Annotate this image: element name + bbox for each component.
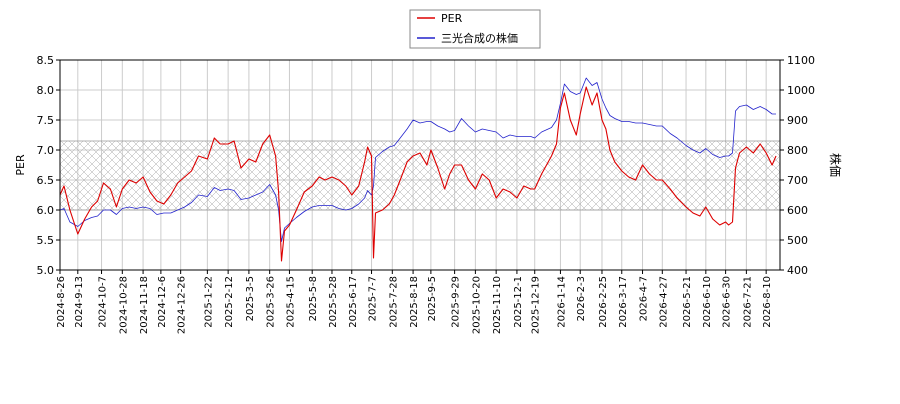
x-tick-label: 2024-10-7 xyxy=(98,276,109,328)
legend-label-per: PER xyxy=(441,12,463,25)
x-tick-label: 2026-5-21 xyxy=(682,276,693,328)
x-tick-label: 2026-4-7 xyxy=(639,276,650,321)
x-tick-label: 2025-5-8 xyxy=(308,276,319,321)
x-tick-label: 2026-2-25 xyxy=(598,276,609,328)
x-tick-label: 2025-9-29 xyxy=(451,276,462,328)
x-tick-label: 2025-2-12 xyxy=(224,276,235,328)
left-tick-label: 7.0 xyxy=(37,144,55,157)
x-tick-label: 2025-3-26 xyxy=(266,276,277,328)
per-series-line xyxy=(60,86,777,262)
x-axis-ticks: 2024-8-26 2024-9-13 2024-10-7 2024-10-28 202… xyxy=(56,270,773,334)
x-tick-label: 2025-9-5 xyxy=(427,276,438,321)
legend-label-price: 三光合成の株価 xyxy=(441,31,518,45)
x-tick-label: 2026-6-10 xyxy=(702,276,713,328)
x-tick-label: 2026-8-10 xyxy=(762,276,773,328)
x-tick-label: 2026-7-21 xyxy=(742,276,753,328)
x-tick-label: 2026-1-14 xyxy=(556,276,567,328)
x-tick-label: 2025-12-19 xyxy=(531,276,542,334)
x-tick-label: 2026-6-30 xyxy=(722,276,733,328)
right-axis-ticks: 400 500 600 700 800 900 1000 1100 xyxy=(780,54,815,277)
right-tick-label: 600 xyxy=(787,204,808,217)
x-tick-label: 2025-7-28 xyxy=(388,276,399,328)
x-tick-label: 2025-5-28 xyxy=(328,276,339,328)
x-tick-label: 2025-12-1 xyxy=(513,276,524,328)
per-band-hatch xyxy=(60,141,780,210)
x-tick-label: 2025-1-22 xyxy=(203,276,214,328)
x-tick-label: 2025-4-15 xyxy=(285,276,296,328)
legend-box xyxy=(409,9,541,49)
x-tick-label: 2026-4-27 xyxy=(658,276,669,328)
x-tick-label: 2025-8-18 xyxy=(409,276,420,328)
right-tick-label: 1100 xyxy=(787,54,815,67)
x-tick-label: 2024-11-18 xyxy=(139,276,150,334)
price-series-line xyxy=(60,77,776,242)
x-tick-label: 2024-10-28 xyxy=(118,276,129,334)
left-tick-label: 6.5 xyxy=(37,174,55,187)
plot-frame xyxy=(59,59,781,271)
right-tick-label: 900 xyxy=(787,114,808,127)
left-tick-label: 5.5 xyxy=(37,234,55,247)
left-axis-label: PER xyxy=(14,154,27,176)
right-tick-label: 1000 xyxy=(787,84,815,97)
left-tick-label: 6.0 xyxy=(37,204,55,217)
series-layer xyxy=(60,77,777,262)
left-tick-label: 8.0 xyxy=(37,84,55,97)
x-tick-label: 2025-7-7 xyxy=(368,276,379,321)
x-tick-label: 2024-9-13 xyxy=(74,276,85,328)
right-axis-label: 株価 xyxy=(828,153,843,177)
left-tick-label: 7.5 xyxy=(37,114,55,127)
left-tick-label: 8.5 xyxy=(37,54,55,67)
x-tick-label: 2025-10-20 xyxy=(471,276,482,334)
left-tick-label: 5.0 xyxy=(37,264,55,277)
x-tick-label: 2026-3-17 xyxy=(618,276,629,328)
per-band xyxy=(60,140,780,211)
right-tick-label: 500 xyxy=(787,234,808,247)
x-tick-label: 2024-12-6 xyxy=(157,276,168,328)
x-tick-label: 2024-8-26 xyxy=(56,276,67,328)
right-tick-label: 700 xyxy=(787,174,808,187)
right-tick-label: 800 xyxy=(787,144,808,157)
x-tick-label: 2025-11-10 xyxy=(492,276,503,334)
left-axis-ticks: 5.0 5.5 6.0 6.5 7.0 7.5 8.0 8.5 xyxy=(37,54,60,277)
x-tick-label: 2025-6-17 xyxy=(348,276,359,328)
x-tick-label: 2026-2-3 xyxy=(576,276,587,321)
x-tick-label: 2024-12-26 xyxy=(177,276,188,334)
right-tick-label: 400 xyxy=(787,264,808,277)
legend: PER 三光合成の株価 xyxy=(409,9,541,49)
x-tick-label: 2025-3-5 xyxy=(245,276,256,321)
